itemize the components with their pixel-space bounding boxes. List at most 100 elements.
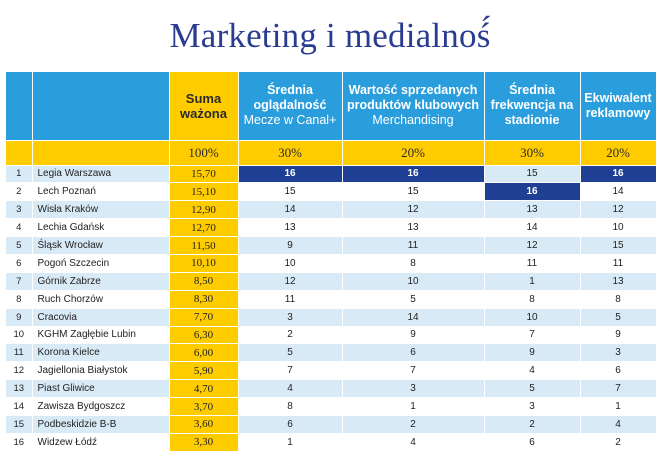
advertising-score: 3 [580, 343, 657, 363]
table-row: 10 KGHM Zagłębie Lubin 6,30 2 9 7 9 [6, 326, 657, 345]
attendance-score: 15 [484, 165, 581, 184]
table-row: 3 Wisła Kraków 12,90 14 12 13 12 [6, 200, 657, 220]
table-row: 15 Podbeskidzie B-B 3,60 6 2 2 4 [6, 415, 657, 434]
tv-score: 4 [238, 379, 343, 399]
table-row: 16 Widzew Łódź 3,30 1 4 6 2 [6, 433, 657, 452]
club-name: Widzew Łódź [32, 433, 170, 452]
rank-cell: 4 [6, 218, 33, 238]
table-row: 12 Jagiellonia Białystok 5,90 7 7 4 6 [6, 361, 657, 381]
weight-sum: 100% [169, 140, 239, 166]
page-title: Marketing i medialnoś́ [169, 16, 491, 55]
rank-cell: 11 [6, 343, 33, 363]
ranking-table: Suma ważona Średnia oglądalność Mecze w C… [6, 72, 657, 452]
weighted-sum: 7,70 [169, 308, 239, 327]
weighted-sum: 10,10 [169, 254, 239, 273]
tv-score: 2 [238, 326, 343, 345]
table-row: 4 Lechia Gdańsk 12,70 13 13 14 10 [6, 218, 657, 238]
table-row: 5 Śląsk Wrocław 11,50 9 11 12 15 [6, 236, 657, 255]
attendance-score: 8 [484, 290, 581, 309]
merch-score: 13 [342, 218, 485, 238]
table-row: 13 Piast Gliwice 4,70 4 3 5 7 [6, 379, 657, 399]
attendance-score: 2 [484, 415, 581, 434]
weighted-sum: 6,00 [169, 343, 239, 363]
table-row: 11 Korona Kielce 6,00 5 6 9 3 [6, 343, 657, 363]
weighted-sum: 6,30 [169, 326, 239, 345]
club-name: Cracovia [32, 308, 170, 327]
tv-score: 14 [238, 200, 343, 220]
rank-cell: 3 [6, 200, 33, 220]
attendance-score: 10 [484, 308, 581, 327]
advertising-score: 7 [580, 379, 657, 399]
table-row: 1 Legia Warszawa 15,70 16 16 15 16 [6, 165, 657, 184]
tv-score: 7 [238, 361, 343, 381]
attendance-score: 13 [484, 200, 581, 220]
club-name: Pogoń Szczecin [32, 254, 170, 273]
table-row: 2 Lech Poznań 15,10 15 15 16 14 [6, 182, 657, 202]
header-rank [6, 72, 33, 141]
advertising-score: 4 [580, 415, 657, 434]
weight-tv: 30% [238, 140, 343, 166]
table-row: 9 Cracovia 7,70 3 14 10 5 [6, 308, 657, 327]
weighted-sum: 15,10 [169, 182, 239, 202]
merch-score: 6 [342, 343, 485, 363]
club-name: Lechia Gdańsk [32, 218, 170, 238]
club-name: KGHM Zagłębie Lubin [32, 326, 170, 345]
merch-score: 8 [342, 254, 485, 273]
attendance-score: 14 [484, 218, 581, 238]
merch-score: 4 [342, 433, 485, 452]
header-merch: Wartość sprzedanych produktów klubowych M… [342, 72, 485, 141]
rank-cell: 1 [6, 165, 33, 184]
tv-score: 5 [238, 343, 343, 363]
tv-score: 15 [238, 182, 343, 202]
advertising-score: 10 [580, 218, 657, 238]
merch-score: 9 [342, 326, 485, 345]
weighted-sum: 12,70 [169, 218, 239, 238]
advertising-score: 8 [580, 290, 657, 309]
header-row: Suma ważona Średnia oglądalność Mecze w C… [6, 72, 657, 141]
club-name: Korona Kielce [32, 343, 170, 363]
attendance-score: 7 [484, 326, 581, 345]
merch-score: 3 [342, 379, 485, 399]
header-tv: Średnia oglądalność Mecze w Canal+ [238, 72, 343, 141]
club-name: Lech Poznań [32, 182, 170, 202]
advertising-score: 15 [580, 236, 657, 255]
rank-cell: 8 [6, 290, 33, 309]
advertising-score: 5 [580, 308, 657, 327]
merch-score: 14 [342, 308, 485, 327]
advertising-score: 12 [580, 200, 657, 220]
advertising-score: 6 [580, 361, 657, 381]
rank-cell: 6 [6, 254, 33, 273]
tv-score: 13 [238, 218, 343, 238]
rank-cell: 5 [6, 236, 33, 255]
header-sum: Suma ważona [169, 72, 239, 141]
rank-cell: 2 [6, 182, 33, 202]
advertising-score: 11 [580, 254, 657, 273]
advertising-score: 9 [580, 326, 657, 345]
tv-score: 9 [238, 236, 343, 255]
weights-row: 100% 30% 20% 30% 20% [6, 140, 657, 166]
advertising-score: 16 [580, 165, 657, 184]
attendance-score: 16 [484, 182, 581, 202]
club-name: Legia Warszawa [32, 165, 170, 184]
merch-score: 10 [342, 272, 485, 291]
rank-cell: 10 [6, 326, 33, 345]
weighted-sum: 5,90 [169, 361, 239, 381]
header-advertising: Ekwiwalent reklamowy [580, 72, 657, 141]
club-name: Piast Gliwice [32, 379, 170, 399]
weight-merch: 20% [342, 140, 485, 166]
club-name: Podbeskidzie B-B [32, 415, 170, 434]
advertising-score: 2 [580, 433, 657, 452]
attendance-score: 11 [484, 254, 581, 273]
weighted-sum: 3,60 [169, 415, 239, 434]
header-club [32, 72, 170, 141]
attendance-score: 12 [484, 236, 581, 255]
weighted-sum: 3,70 [169, 397, 239, 416]
rank-cell: 14 [6, 397, 33, 416]
rank-cell: 9 [6, 308, 33, 327]
table-row: 8 Ruch Chorzów 8,30 11 5 8 8 [6, 290, 657, 309]
attendance-score: 6 [484, 433, 581, 452]
merch-score: 5 [342, 290, 485, 309]
tv-score: 10 [238, 254, 343, 273]
weighted-sum: 11,50 [169, 236, 239, 255]
weighted-sum: 15,70 [169, 165, 239, 184]
